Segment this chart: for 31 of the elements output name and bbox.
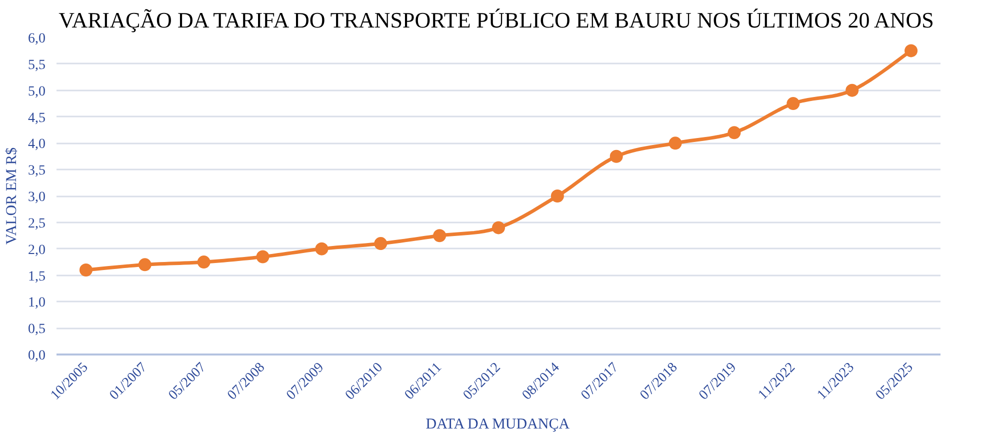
point — [197, 256, 210, 269]
y-tick-label: 3,5 — [28, 164, 46, 179]
point — [433, 229, 446, 242]
point — [786, 97, 800, 110]
point — [79, 263, 92, 276]
y-tick-label: 5,0 — [28, 84, 46, 100]
y-tick-label: 2,0 — [28, 242, 46, 258]
y-tick-label: 0,0 — [28, 348, 46, 364]
y-tick-label: 0,5 — [28, 322, 46, 338]
point — [256, 250, 270, 264]
point — [904, 44, 918, 58]
y-tick-label: 3,0 — [28, 190, 46, 205]
point — [668, 136, 682, 150]
point — [374, 237, 388, 250]
y-tick-label: 6,0 — [28, 32, 46, 46]
y-tick-label: 4,0 — [28, 137, 46, 152]
point — [846, 84, 859, 97]
x-axis-title: DATA DA MUDANÇA — [426, 416, 570, 433]
point — [550, 190, 564, 202]
point — [315, 242, 328, 256]
y-tick-label: 4,5 — [28, 110, 46, 126]
point — [138, 258, 152, 272]
y-tick-label: 1,0 — [28, 296, 46, 311]
chart-title: VARIAÇÃO DA TARIFA DO TRANSPORTE PÚBLICO EM BAURU NOS ÚLTIMOS 20 ANOS — [58, 8, 934, 32]
y-tick-label: 5,5 — [28, 58, 46, 73]
point — [728, 126, 741, 140]
point — [610, 150, 623, 163]
y-tick-label: 1,5 — [28, 269, 46, 284]
y-tick-label: 2,5 — [28, 216, 46, 232]
y-axis-title: VALOR EM R$ — [4, 146, 20, 245]
point — [492, 221, 505, 234]
